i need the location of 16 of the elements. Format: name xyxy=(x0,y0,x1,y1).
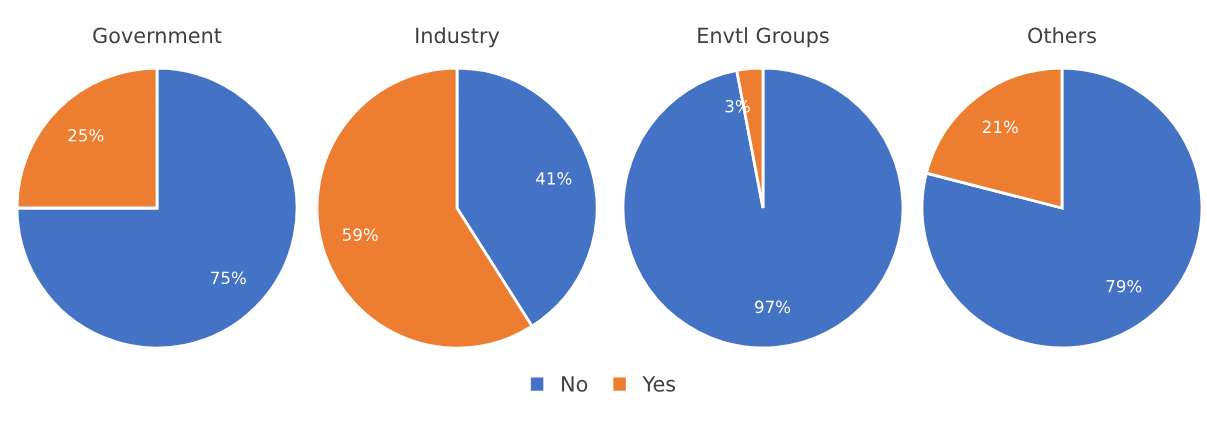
pie-slice xyxy=(621,66,905,350)
chart-title: Industry xyxy=(416,27,500,48)
data-label: 25% xyxy=(68,128,104,142)
legend-label: Yes xyxy=(642,376,676,392)
data-label: 21% xyxy=(982,120,1018,134)
data-label: 59% xyxy=(342,228,378,241)
pie-slice xyxy=(15,66,299,350)
data-label: 41% xyxy=(536,172,572,185)
chart-title: Government xyxy=(93,27,222,44)
chart-title: Others xyxy=(1028,27,1096,44)
chart-title: Envtl Groups xyxy=(698,27,829,48)
pie-slice xyxy=(920,66,1204,350)
data-label: 75% xyxy=(211,271,246,285)
data-label: 79% xyxy=(1106,279,1142,293)
data-label: 97% xyxy=(755,300,791,314)
legend-label: No xyxy=(562,376,588,392)
